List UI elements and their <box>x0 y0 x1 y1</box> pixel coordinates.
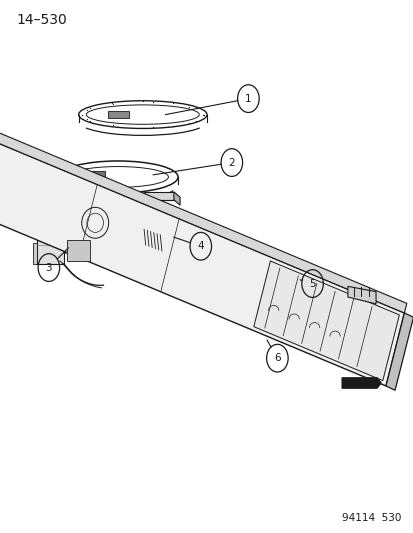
Text: 6: 6 <box>273 353 280 363</box>
Polygon shape <box>0 142 404 386</box>
Bar <box>67 240 90 261</box>
Polygon shape <box>64 192 153 253</box>
Polygon shape <box>253 261 399 381</box>
Bar <box>88 171 105 183</box>
Polygon shape <box>347 286 375 304</box>
Polygon shape <box>173 192 180 205</box>
Bar <box>108 111 128 118</box>
Text: 14–530: 14–530 <box>17 13 67 27</box>
Polygon shape <box>0 132 406 313</box>
Text: 4: 4 <box>197 241 204 251</box>
Bar <box>37 200 64 264</box>
Bar <box>35 192 173 200</box>
Text: 2: 2 <box>228 158 235 167</box>
Bar <box>33 243 37 264</box>
Text: 1: 1 <box>244 94 251 103</box>
Polygon shape <box>385 313 413 390</box>
Text: 3: 3 <box>45 263 52 272</box>
Polygon shape <box>341 378 380 389</box>
Text: 5: 5 <box>309 279 315 288</box>
Text: 94114  530: 94114 530 <box>342 513 401 523</box>
